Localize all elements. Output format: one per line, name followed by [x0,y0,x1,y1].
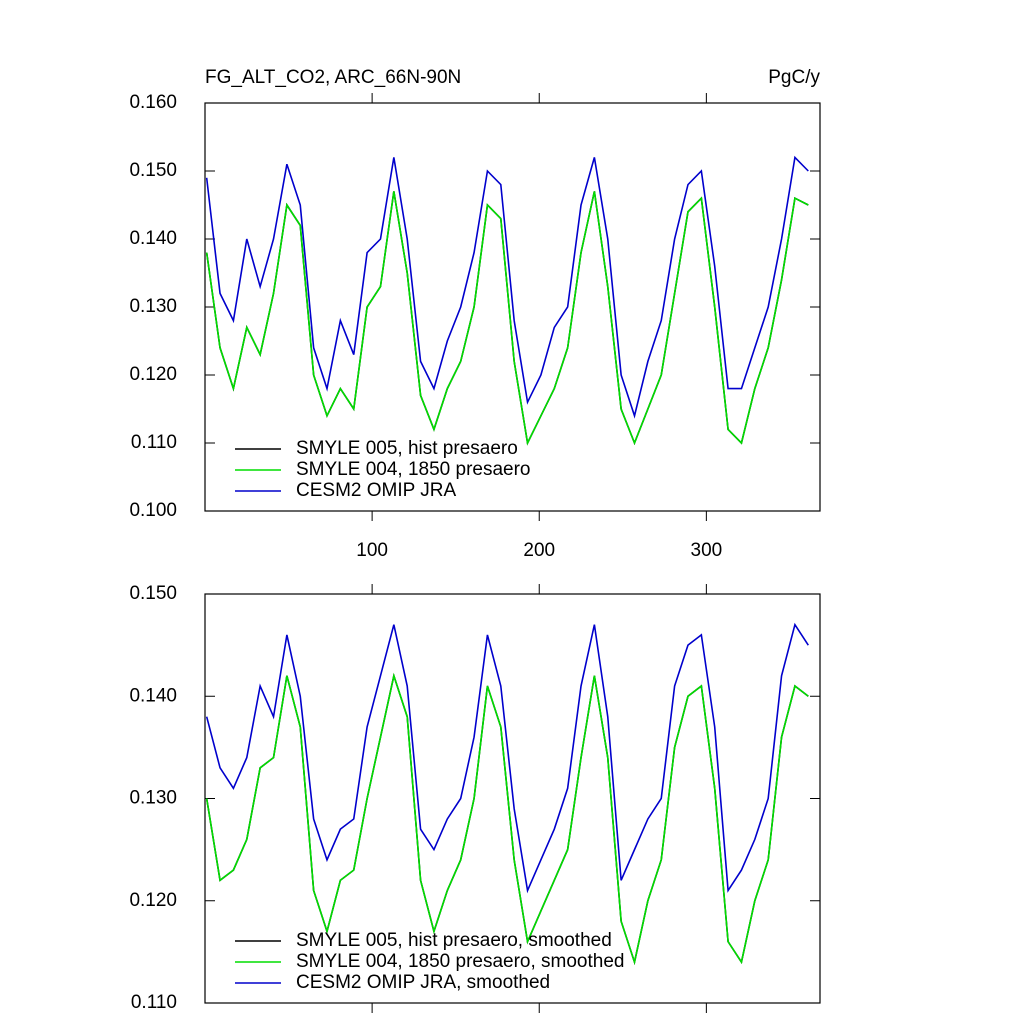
data-line [205,191,809,446]
legend-label: SMYLE 005, hist presaero, smoothed [296,930,612,951]
y-tick-label: 0.130 [129,296,177,317]
y-tick-label: 0.130 [129,788,177,809]
data-line [205,622,809,894]
y-tick-label: 0.110 [131,432,177,453]
chart-title: FG_ALT_CO2, ARC_66N-90N [205,67,461,88]
legend-label: SMYLE 005, hist presaero [296,438,518,459]
x-tick-label: 100 [356,540,388,561]
legend-label: CESM2 OMIP JRA, smoothed [296,972,550,993]
x-tick-label: 200 [523,540,555,561]
y-tick-label: 0.140 [129,228,177,249]
y-tick-label: 0.110 [131,992,177,1013]
legend-label: SMYLE 004, 1850 presaero, smoothed [296,951,624,972]
data-line [205,191,809,446]
y-tick-label: 0.140 [129,685,177,706]
y-tick-label: 0.150 [129,160,177,181]
data-line [205,155,809,419]
data-line [205,672,809,966]
legend-label: SMYLE 004, 1850 presaero [296,459,531,480]
legend-label: CESM2 OMIP JRA [296,480,456,501]
units-label: PgC/y [768,67,820,88]
y-tick-label: 0.120 [129,364,177,385]
y-tick-label: 0.120 [129,890,177,911]
y-tick-label: 0.100 [129,500,177,521]
x-tick-label: 300 [691,540,723,561]
y-tick-label: 0.150 [129,583,177,604]
y-tick-label: 0.160 [129,92,177,113]
